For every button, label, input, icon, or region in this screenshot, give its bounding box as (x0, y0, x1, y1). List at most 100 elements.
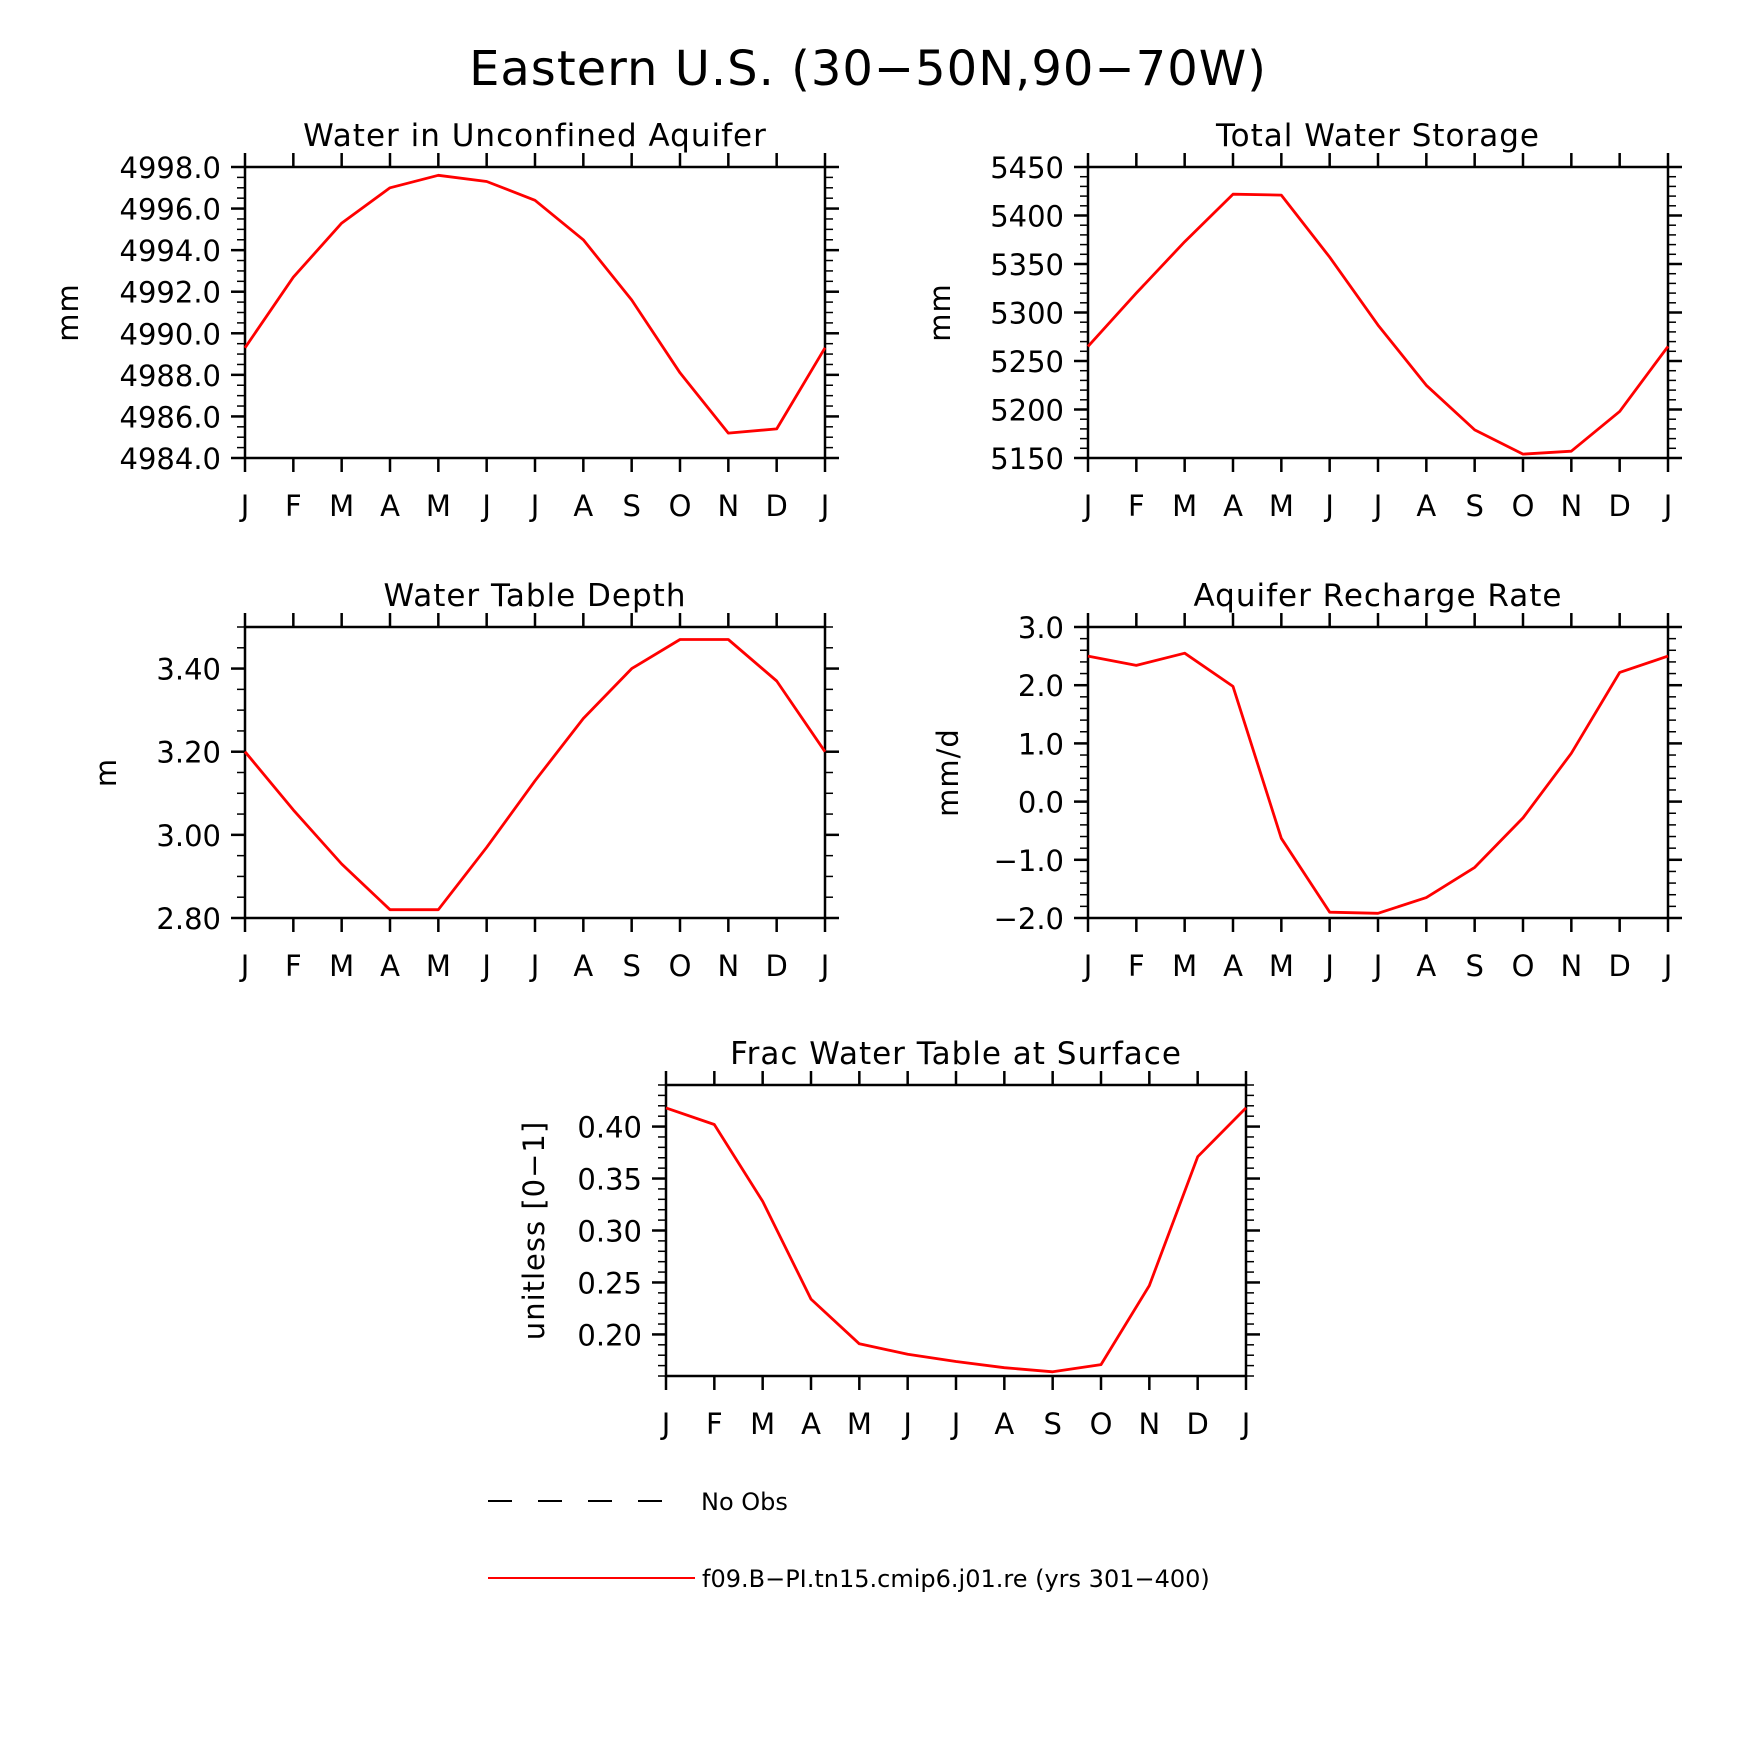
x-tick-label: M (426, 489, 451, 523)
y-tick-label: −1.0 (994, 844, 1064, 878)
legend-obs-label: No Obs (701, 1488, 788, 1516)
chart-panel: J F M A M J J A S O N D J515052005250530053505400545… (923, 118, 1682, 523)
panel-title: Water Table Depth (384, 578, 687, 614)
y-tick-label: 3.40 (156, 653, 221, 687)
y-tick-label: 5350 (990, 248, 1064, 282)
x-tick-label: N (717, 489, 739, 523)
x-tick-label: D (765, 489, 787, 523)
series-line (1087, 651, 1669, 915)
y-tick-label: 0.20 (577, 1318, 642, 1352)
panels: J F M A M J J A S O N D J4984.04986.04988.04990.0499… (51, 118, 1682, 1441)
x-tick-label: M (329, 949, 354, 983)
x-tick-label: J (1082, 949, 1093, 983)
x-tick-label: F (1128, 949, 1145, 983)
x-tick-label: F (285, 949, 302, 983)
x-tick-label: D (1608, 949, 1630, 983)
x-tick-label: J (950, 1407, 961, 1441)
x-tick-label: O (1512, 489, 1535, 523)
series-line (243, 638, 827, 912)
panel-title: Aquifer Recharge Rate (1194, 578, 1563, 614)
x-tick-label: N (1138, 1407, 1160, 1441)
x-tick-label: M (750, 1407, 775, 1441)
x-tick-label: J (1323, 489, 1334, 523)
x-tick-label: M (329, 489, 354, 523)
x-tick-label: A (994, 1407, 1014, 1441)
y-axis-label: mm (51, 283, 85, 342)
y-tick-label: 4996.0 (120, 193, 221, 227)
x-tick-label: J (239, 489, 250, 523)
x-tick-label: A (380, 489, 400, 523)
x-tick-label: N (717, 949, 739, 983)
x-tick-label: J (529, 949, 540, 983)
x-tick-label: M (1172, 489, 1197, 523)
x-tick-label: J (529, 489, 540, 523)
plot-frame (243, 625, 827, 920)
series-line (1086, 192, 1670, 456)
y-tick-label: −2.0 (994, 902, 1064, 936)
x-tick-label: A (573, 949, 593, 983)
plot-frame (1086, 165, 1670, 460)
x-tick-label: J (1372, 489, 1383, 523)
series-line (243, 173, 827, 435)
y-tick-label: 5250 (990, 345, 1064, 379)
x-tick-label: M (1269, 949, 1294, 983)
y-tick-label: 4994.0 (120, 234, 221, 268)
x-tick-label: D (765, 949, 787, 983)
x-tick-label: A (380, 949, 400, 983)
x-tick-label: M (1172, 949, 1197, 983)
x-tick-label: O (1512, 949, 1535, 983)
y-axis-label: m (89, 758, 123, 787)
plot-frame (243, 165, 827, 460)
y-tick-label: 3.00 (156, 819, 221, 853)
x-tick-label: J (1323, 949, 1334, 983)
plot-frame (664, 1083, 1248, 1378)
x-tick-label: N (1560, 949, 1582, 983)
x-tick-label: J (1240, 1407, 1251, 1441)
y-axis-label: unitless [0−1] (517, 1121, 551, 1340)
y-tick-label: 3.0 (1018, 611, 1064, 645)
x-tick-label: A (1416, 489, 1436, 523)
y-axis-label: mm (923, 283, 957, 342)
x-tick-label: J (1082, 489, 1093, 523)
y-tick-label: 5200 (990, 394, 1064, 428)
y-tick-label: 4998.0 (120, 151, 221, 185)
y-tick-label: 4992.0 (120, 276, 221, 310)
x-tick-label: S (1465, 489, 1483, 523)
panel-title: Total Water Storage (1215, 118, 1540, 154)
y-tick-label: 4986.0 (120, 400, 221, 434)
chart-panel: J F M A M J J A S O N D J−2.0−1.00.01.02.03.0Aquifer… (931, 578, 1682, 983)
y-tick-label: 0.40 (577, 1111, 642, 1145)
series-line (665, 1106, 1247, 1374)
x-tick-label: S (1043, 1407, 1061, 1441)
x-tick-label: J (480, 489, 491, 523)
y-tick-label: 5400 (990, 200, 1064, 234)
x-tick-label: F (1128, 489, 1145, 523)
x-tick-label: M (426, 949, 451, 983)
y-tick-label: 0.35 (577, 1163, 642, 1197)
x-tick-label: M (847, 1407, 872, 1441)
x-tick-label: D (1186, 1407, 1208, 1441)
x-tick-label: F (285, 489, 302, 523)
x-tick-label: S (1465, 949, 1483, 983)
x-tick-label: N (1560, 489, 1582, 523)
chart-panel: J F M A M J J A S O N D J4984.04986.04988.04990.0499… (51, 118, 839, 523)
figure-title: Eastern U.S. (30−50N,90−70W) (469, 41, 1267, 97)
x-tick-label: A (801, 1407, 821, 1441)
x-tick-label: J (1662, 949, 1673, 983)
x-tick-label: O (1090, 1407, 1113, 1441)
x-tick-label: A (573, 489, 593, 523)
x-tick-label: J (1662, 489, 1673, 523)
x-tick-label: D (1608, 489, 1630, 523)
y-tick-label: 4990.0 (120, 317, 221, 351)
x-tick-label: S (622, 949, 640, 983)
y-tick-label: 2.0 (1018, 669, 1064, 703)
y-tick-label: 0.0 (1018, 786, 1064, 820)
legend: No Obs f09.B−PI.tn15.cmip6.j01.re (yrs 3… (488, 1488, 1210, 1593)
y-tick-label: 0.25 (577, 1266, 642, 1300)
legend-model-label: f09.B−PI.tn15.cmip6.j01.re (yrs 301−400) (702, 1565, 1210, 1593)
x-tick-label: J (660, 1407, 671, 1441)
y-tick-label: 4988.0 (120, 359, 221, 393)
x-tick-label: O (669, 949, 692, 983)
